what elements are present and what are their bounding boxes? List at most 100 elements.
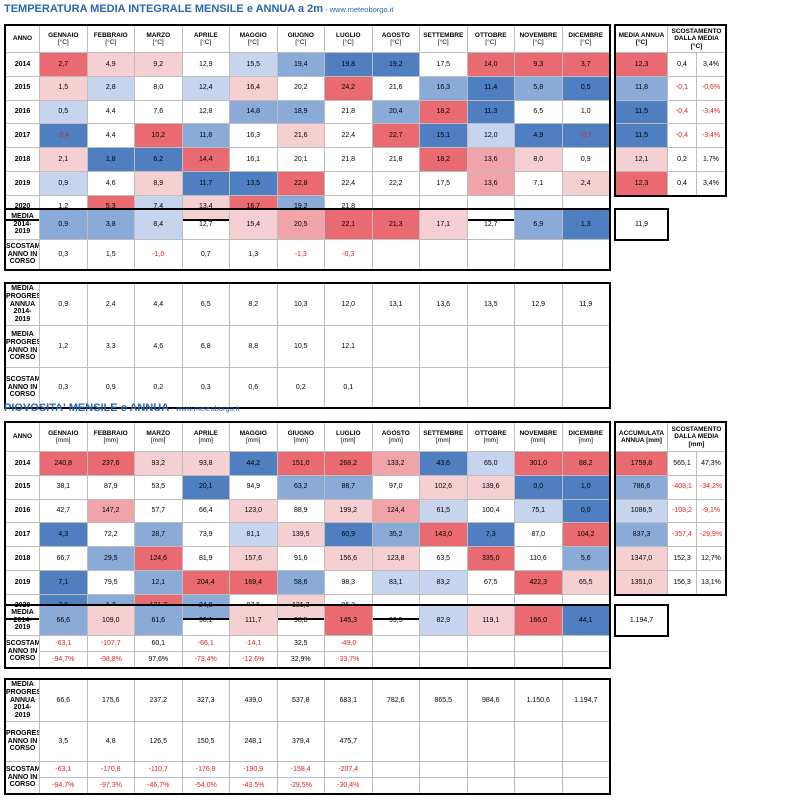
year-label: 2015 bbox=[5, 474, 40, 500]
data-cell: 8,9 bbox=[134, 170, 183, 196]
data-cell: 1,8 bbox=[86, 147, 135, 172]
data-cell: 20,4 bbox=[371, 99, 420, 125]
data-cell: 61,5 bbox=[419, 498, 468, 524]
progressive-cell: 175,6 bbox=[86, 679, 135, 722]
mean-cell: 61,6 bbox=[134, 605, 183, 636]
data-cell: 12,4 bbox=[181, 75, 230, 101]
progressive-cell: 126,5 bbox=[134, 721, 183, 762]
data-cell: 38,1 bbox=[39, 474, 88, 500]
deviation-cell: 0,4 bbox=[667, 170, 697, 196]
data-cell: 16,3 bbox=[419, 75, 468, 101]
progressive-cell: 0,1 bbox=[324, 367, 373, 408]
deviation-cell: -63,1 bbox=[39, 635, 88, 652]
data-cell: 18,2 bbox=[419, 99, 468, 125]
mean-label: MEDIA 2014-2019 bbox=[5, 209, 40, 240]
data-cell: 100,4 bbox=[466, 498, 515, 524]
data-cell: 6,5 bbox=[514, 99, 563, 125]
data-cell: 4,4 bbox=[86, 99, 135, 125]
progressive-cell bbox=[419, 761, 468, 778]
data-cell: 72,2 bbox=[86, 522, 135, 548]
progressive-cell: -63,1 bbox=[39, 761, 88, 778]
header-annual: MEDIA ANNUA [°C] bbox=[615, 25, 668, 53]
data-cell: 16,3 bbox=[229, 123, 278, 149]
deviation-cell bbox=[466, 635, 515, 652]
progressive-cell bbox=[419, 367, 468, 408]
deviation-pct-cell: 3,4% bbox=[695, 170, 727, 196]
annual-cell: 786,6 bbox=[615, 474, 668, 500]
header-month: SETTEMBRE [mm] bbox=[419, 422, 468, 452]
data-cell: 204,4 bbox=[181, 569, 230, 595]
mean-cell: 12,7 bbox=[181, 209, 230, 240]
deviation-pct-cell: -3,4% bbox=[695, 123, 727, 149]
data-cell: 15,1 bbox=[419, 123, 468, 149]
data-cell: 20,1 bbox=[181, 474, 230, 500]
annual-cell: 12,3 bbox=[615, 52, 668, 77]
deviation-cell: 156,3 bbox=[667, 569, 697, 595]
annual-cell: 837,3 bbox=[615, 522, 668, 548]
year-label: 2018 bbox=[5, 147, 40, 172]
data-cell: 0,9 bbox=[39, 170, 88, 196]
data-cell: 0,5 bbox=[39, 99, 88, 125]
mean-cell: 166,0 bbox=[514, 605, 563, 636]
header-month: AGOSTO [°C] bbox=[371, 25, 420, 53]
data-cell: 53,5 bbox=[134, 474, 183, 500]
header-month: MAGGIO [°C] bbox=[229, 25, 278, 53]
data-cell: 29,5 bbox=[86, 546, 135, 571]
deviation-cell bbox=[419, 635, 468, 652]
data-cell: 17,5 bbox=[419, 170, 468, 196]
progressive-pct-cell bbox=[371, 777, 420, 794]
progressive-pct-cell: -30,4% bbox=[324, 777, 373, 794]
deviation-cell bbox=[514, 239, 563, 270]
header-year: ANNO bbox=[5, 25, 40, 53]
mean-cell: 119,1 bbox=[466, 605, 515, 636]
progressive-cell: 13,5 bbox=[466, 283, 515, 326]
progressive-cell bbox=[561, 325, 610, 368]
header-month: GIUGNO [mm] bbox=[276, 422, 325, 452]
progressive-cell bbox=[514, 721, 563, 762]
temperature-progressive-table: MEDIA PROGRESSIVA ANNUA 2014-20190,92,44… bbox=[4, 282, 611, 409]
annual-cell: 11,5 bbox=[615, 123, 668, 149]
deviation-label: SCOSTAMENTO ANNO IN CORSO bbox=[5, 635, 40, 668]
data-cell: 98,3 bbox=[324, 569, 373, 595]
data-cell: 24,2 bbox=[324, 75, 373, 101]
data-cell: 16,4 bbox=[229, 75, 278, 101]
data-cell: 58,6 bbox=[276, 569, 325, 595]
header-month: MAGGIO [mm] bbox=[229, 422, 278, 452]
data-cell: 12,0 bbox=[466, 123, 515, 149]
site-link[interactable]: - www.meteoborgo.it bbox=[323, 5, 394, 14]
data-cell: 19,8 bbox=[324, 52, 373, 77]
data-cell: -0,7 bbox=[561, 123, 610, 149]
progressive-pct-cell bbox=[561, 777, 610, 794]
progressive-pct-cell: -29,5% bbox=[276, 777, 325, 794]
header-month: GENNAIO [°C] bbox=[39, 25, 88, 53]
data-cell: 0,5 bbox=[561, 75, 610, 101]
progressive-cell: 984,6 bbox=[466, 679, 515, 722]
progressive-cell: 4,6 bbox=[134, 325, 183, 368]
progressive-cell: 0,2 bbox=[134, 367, 183, 408]
data-cell: 8,0 bbox=[514, 147, 563, 172]
progressive-cell bbox=[371, 721, 420, 762]
progressive-pct-cell: -94,7% bbox=[39, 777, 88, 794]
deviation-cell bbox=[514, 635, 563, 652]
progressive-cell: 248,1 bbox=[229, 721, 278, 762]
year-label: 2018 bbox=[5, 546, 40, 571]
data-cell: 124,6 bbox=[134, 546, 183, 571]
progressive-cell: 3,5 bbox=[39, 721, 88, 762]
data-cell: 1,5 bbox=[39, 75, 88, 101]
data-cell: 83,2 bbox=[419, 569, 468, 595]
site-link[interactable]: - www.meteoborgo.it bbox=[169, 404, 240, 413]
progressive-pct-cell bbox=[514, 777, 563, 794]
data-cell: 139,5 bbox=[276, 522, 325, 548]
data-cell: 335,0 bbox=[466, 546, 515, 571]
progressive-cell: 8,8 bbox=[229, 325, 278, 368]
temperature-title: TEMPERATURA MEDIA INTEGRALE MENSILE e AN… bbox=[4, 3, 394, 15]
data-cell: 169,4 bbox=[229, 569, 278, 595]
progressive-cell bbox=[466, 761, 515, 778]
data-cell: 7,6 bbox=[134, 99, 183, 125]
data-cell: 19,2 bbox=[371, 52, 420, 77]
header-month: FEBBRAIO [°C] bbox=[86, 25, 135, 53]
deviation-cell: 0,3 bbox=[39, 239, 88, 270]
year-label: 2014 bbox=[5, 451, 40, 476]
data-cell: 13,5 bbox=[229, 170, 278, 196]
progressive-cell: 1.194,7 bbox=[561, 679, 610, 722]
